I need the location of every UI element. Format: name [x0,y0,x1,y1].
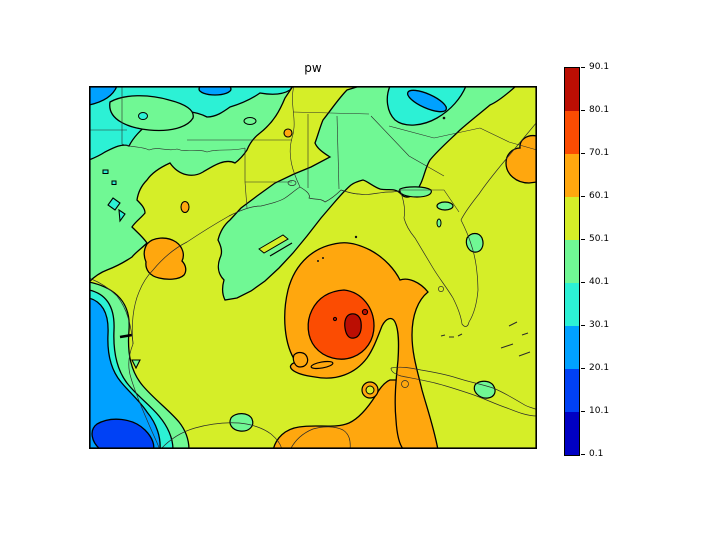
coast-gulf [131,186,401,345]
colorbar-tick-label: 50.1 [589,234,610,244]
colorbar-segment-3 [565,196,579,240]
hole-yellow-donut [365,385,375,395]
coastlines [89,121,537,449]
blob-green-clam [436,201,454,211]
axes-frame [89,86,537,449]
blob-green-cuba [473,380,496,399]
sliver-barrier-island [258,234,289,254]
border-ga-fl [400,189,460,213]
colorbar-ticks [581,67,585,456]
colorbar-tick-label: 60.1 [589,191,610,201]
state-borders [89,86,537,213]
dot-orange-midwest [283,128,293,138]
coast-cuba-north [390,366,537,411]
colorbar-tick-label: 70.1 [589,148,610,158]
colorbar-segment-0 [565,68,579,111]
blob-orange-sliver [310,360,334,370]
blob-blue-northeast [406,89,448,113]
colorbar [564,67,580,456]
border-al-ga [336,115,340,190]
blob-green-triangle-mex [131,359,141,370]
region-green-northwest [89,86,294,283]
colorbar-tick-label: 20.1 [589,363,610,373]
blob-green-in-cyan [109,95,194,132]
blob-green-panhandle [398,186,432,198]
border-red-river [121,143,246,153]
blob-orange-small-sw [292,351,309,368]
colorbar-tick [581,368,585,369]
colorbar-tick-label: 10.1 [589,406,610,416]
blob-blue-top-middle [198,86,232,96]
dot-speck-1 [317,260,319,262]
colorbar-segment-4 [565,239,579,283]
colorbar-tick [581,454,585,455]
blob-orange-atlantic [505,134,537,184]
isle-of-youth [401,380,409,388]
river-rio-grande [89,277,134,345]
speck-cyan-4 [111,180,117,185]
blob-orange-texas-coast [143,237,187,280]
colorbar-segment-7 [565,368,579,412]
colorbar-tick-label: 80.1 [589,105,610,115]
dot-speck-2 [322,257,324,259]
colorbar-tick-label: 0.1 [589,449,604,459]
dot-darkred-small [361,308,369,316]
lake-pontchartrain [287,180,297,186]
lake-okeechobee [438,286,444,292]
coast-cuba-south [390,367,537,417]
colorbar-segment-6 [565,325,579,369]
coast-florida [399,121,537,327]
colorbar-segment-1 [565,110,579,154]
dot-orange-texas [180,200,190,214]
speck-cyan-diamond-2 [118,208,126,223]
sliver-barrier-line [269,242,293,257]
border-nc-va [479,127,537,151]
blob-green-tiny-fl [436,218,442,228]
colorbar-tick [581,411,585,412]
plot-title: pw [304,61,322,75]
colorbar-segment-2 [565,153,579,197]
blob-green-florida [465,232,484,253]
coast-texas-mexico [128,343,160,449]
dot-contour-eye [332,316,338,322]
border-tx-la [244,181,248,209]
dot-city-1 [442,116,446,120]
blob-green-small-top [243,117,257,125]
region-red-hurricane-core [307,289,375,360]
blob-blue-bottomleft [91,418,155,449]
colorbar-segment-5 [565,282,579,326]
blob-green-bottom-center [229,413,254,432]
hole-cyan-in-green-blob [138,112,148,120]
colorbar-tick [581,110,585,111]
colorbar-tick [581,325,585,326]
river-mississippi [289,86,301,188]
region-green-northeast [217,86,517,301]
colorbar-tick [581,239,585,240]
colorbar-labels: 90.1 80.1 70.1 60.1 50.1 40.1 30.1 20.1 10.1 0.1 [589,62,629,459]
border-tn-south [292,111,370,115]
florida-keys [440,333,463,338]
colorbar-tick-label: 40.1 [589,277,610,287]
colorbar-tick [581,196,585,197]
contour-map [89,86,537,449]
colorbar-tick-label: 90.1 [589,62,610,72]
colorbar-tick [581,153,585,154]
region-darkred-max [344,313,362,339]
dot-city-2 [354,235,358,239]
dash-contour-mexico [119,333,133,339]
colorbar-segment-8 [565,411,579,455]
bahamas [500,321,531,357]
speck-cyan-3 [102,169,109,174]
coast-campeche [160,422,283,449]
border-ga-sc [370,115,445,177]
border-nc-sc [388,125,481,139]
region-lightblue-mexico [89,297,161,449]
colorbar-tick-label: 30.1 [589,320,610,330]
contour-map-svg [89,86,537,449]
colorbar-tick [581,67,585,68]
speck-cyan-diamond-1 [107,197,121,211]
coast-yucatan [290,426,351,449]
colorbar-tick [581,282,585,283]
